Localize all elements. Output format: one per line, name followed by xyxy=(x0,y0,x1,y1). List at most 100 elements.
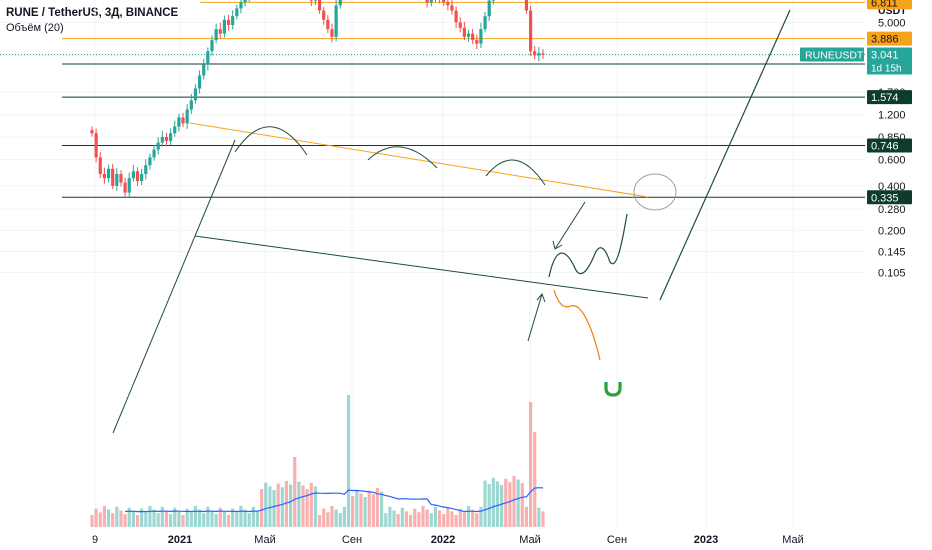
level-price-tag[interactable]: 3.886 xyxy=(867,31,912,46)
bearish-scenario-path[interactable] xyxy=(553,289,601,361)
volume-bar xyxy=(169,514,173,527)
down-arrow-head xyxy=(552,240,563,250)
volume-bar xyxy=(98,512,102,527)
candle-body xyxy=(222,19,227,34)
candle-body xyxy=(94,133,98,158)
level-tag-bg xyxy=(867,190,912,205)
last-price-tag[interactable]: 3.041 1d 15h xyxy=(867,47,912,75)
candle-body xyxy=(466,33,471,37)
candle-body xyxy=(524,0,529,11)
volume-ma-line xyxy=(125,487,544,513)
drawings[interactable] xyxy=(112,9,791,434)
up-arrow[interactable] xyxy=(527,293,543,342)
time-axis[interactable]: 9 2021 Май Сен 2022 Май Сен 2023 Май xyxy=(92,534,804,546)
volume-bar xyxy=(197,509,202,527)
bar-countdown: 1d 15h xyxy=(871,64,902,75)
candle-body xyxy=(243,0,247,3)
volume-bar xyxy=(280,487,284,527)
level-price-tag[interactable]: 0.335 xyxy=(867,190,912,205)
candle-body xyxy=(313,0,318,1)
candle-body xyxy=(450,5,454,11)
candle-body xyxy=(123,182,127,193)
y-tick-label: 5.000 xyxy=(878,17,906,29)
level-tag-value: 3.886 xyxy=(871,34,899,46)
volume-bar xyxy=(413,508,417,527)
pattern-arc-right[interactable] xyxy=(485,159,546,186)
x-tick-label: Май xyxy=(519,534,541,546)
pattern-arc-left[interactable] xyxy=(234,126,308,156)
volume-bar xyxy=(351,496,355,527)
candle-body xyxy=(177,117,181,127)
volume-indicator-label[interactable]: Объём (20) xyxy=(6,22,64,34)
volume-bar xyxy=(301,485,305,527)
level-tag-value: 0.335 xyxy=(871,192,899,204)
volume-bar xyxy=(268,486,272,527)
volume-bar xyxy=(235,512,239,527)
candle-body xyxy=(483,16,487,30)
volume-bar xyxy=(425,509,429,527)
candle-body xyxy=(454,10,458,23)
volume-bar xyxy=(210,510,214,527)
candle-body xyxy=(210,40,214,52)
candle-body xyxy=(338,0,342,6)
symbol-price-tag[interactable]: RUNEUSDT xyxy=(800,47,864,62)
x-tick-label: Май xyxy=(782,534,804,546)
volume-bar xyxy=(206,506,210,527)
volume-bar xyxy=(380,491,384,527)
volume-bar xyxy=(450,511,454,527)
volume-bar xyxy=(363,497,367,527)
volume-bar xyxy=(181,515,185,527)
candle-body xyxy=(189,100,193,110)
volume-bar xyxy=(102,505,107,527)
volume-bar xyxy=(218,507,222,527)
y-tick-label: 1.200 xyxy=(878,110,906,122)
volume-bar xyxy=(512,475,516,527)
chart-header: RUNE / TetherUS, 3Д, BINANCE Объём (20) xyxy=(6,6,178,36)
horizontal-levels[interactable] xyxy=(0,0,865,198)
level-price-tag[interactable]: 6.811 xyxy=(867,0,912,9)
x-tick-label: Май xyxy=(254,534,276,546)
candle-body xyxy=(235,8,239,17)
volume-bar xyxy=(189,512,193,527)
last-price-value: 3.041 xyxy=(871,50,899,62)
volume-bar xyxy=(516,479,520,527)
lower-trendline[interactable] xyxy=(194,235,649,299)
candle-body xyxy=(317,0,322,11)
volume-bar xyxy=(322,508,326,527)
candle-body xyxy=(90,130,94,134)
rally-trendline[interactable] xyxy=(112,139,236,434)
x-tick-label: Сен xyxy=(342,534,362,546)
y-tick-label: 0.400 xyxy=(878,181,906,193)
candle-body xyxy=(181,117,185,124)
magnet-icon[interactable] xyxy=(604,382,622,397)
y-tick-label: 0.280 xyxy=(878,204,906,216)
volume-bar xyxy=(371,494,375,527)
candle-body xyxy=(102,173,107,179)
candle-body xyxy=(239,2,243,9)
volume-bar xyxy=(520,483,524,527)
target-trendline[interactable] xyxy=(659,9,791,301)
down-arrow[interactable] xyxy=(554,201,586,250)
symbol-tag-bg xyxy=(800,47,864,62)
volume-bar xyxy=(305,489,309,527)
bullish-scenario-path[interactable] xyxy=(548,213,628,278)
upper-trendline[interactable] xyxy=(189,122,649,198)
level-price-tag[interactable]: 0.746 xyxy=(867,138,912,153)
candle-body xyxy=(533,51,537,56)
candle-body xyxy=(193,88,198,101)
volume-bar xyxy=(123,514,127,527)
candle-body xyxy=(446,2,450,6)
volume-bar xyxy=(231,508,235,527)
level-price-tag[interactable]: 1.574 xyxy=(867,90,912,105)
symbol-title[interactable]: RUNE / TetherUS, 3Д, BINANCE xyxy=(6,7,179,19)
candle-body xyxy=(326,19,330,30)
candle-body xyxy=(106,168,111,179)
candle-body xyxy=(491,0,495,1)
level-tag-bg xyxy=(867,138,912,153)
volume-bar xyxy=(222,511,227,527)
target-circle[interactable] xyxy=(633,173,677,211)
price-tags[interactable]: 21.29910.4846.8113.8862.6271.5740.7460.3… xyxy=(800,0,912,205)
pattern-arc-middle[interactable] xyxy=(367,146,438,169)
volume-bar xyxy=(272,490,276,527)
